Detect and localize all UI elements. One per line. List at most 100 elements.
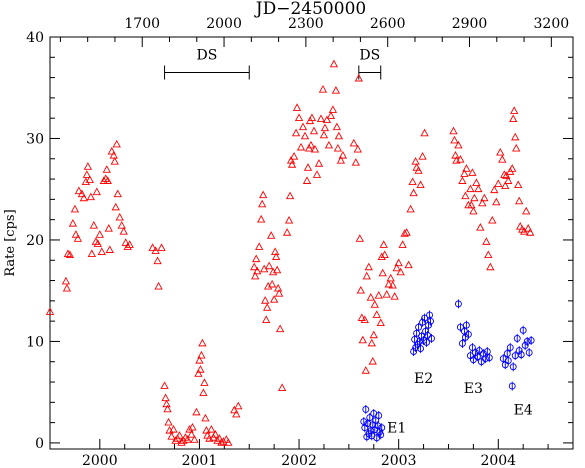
triangle-point [378,268,387,277]
x-tick-label: 2000 [82,453,118,468]
group-label: E3 [464,381,483,397]
triangle-point [171,436,180,444]
triangle-point [349,138,358,147]
triangle-point [478,198,487,207]
triangle-point [307,113,317,122]
triangle-point [312,170,322,178]
circle-point [378,423,386,433]
x-tick-label: 2002 [281,453,317,468]
triangle-point [65,250,75,259]
triangle-point [107,146,116,155]
triangle-point [458,176,467,184]
triangle-point [306,140,316,149]
triangle-point [354,73,363,82]
circle-point [454,299,462,309]
triangle-point [309,126,319,135]
plot-frame [49,36,574,450]
triangle-point [390,292,399,300]
triangle-point [468,168,477,176]
triangle-point [188,422,197,431]
triangle-point [194,369,203,377]
circle-point [413,328,421,338]
triangle-point [454,140,463,149]
triangle-point [500,170,509,178]
triangle-point [398,240,407,248]
circle-point [519,325,527,335]
triangle-point [262,315,271,323]
circle-point [364,419,372,429]
triangle-point [162,399,171,408]
annotations: DS DS E1 E2 E3 E4 [164,48,533,437]
triangle-point [253,266,262,275]
triangle-point [292,103,302,111]
triangle-point [294,113,304,122]
triangle-point [87,249,96,258]
triangle-point [113,189,122,198]
triangle-point [267,279,277,288]
triangle-point [68,218,78,227]
triangle-point [319,130,329,139]
triangle-point [456,155,465,163]
triangle-point [509,114,518,123]
triangle-point [97,247,106,255]
triangle-point [109,150,118,159]
triangle-point [151,246,160,254]
triangle-point [192,407,201,416]
triangle-point [265,261,274,270]
triangle-point [73,234,83,242]
triangle-point [406,204,415,213]
circle-point [374,421,382,431]
triangle-point [333,143,343,152]
triangle-point [258,199,267,208]
triangle-point [408,177,417,185]
triangle-point [314,159,324,167]
circle-point [421,313,429,323]
triangle-point [492,197,501,206]
triangle-point [502,171,511,179]
triangle-point [418,152,427,160]
y-tick-label: 30 [26,131,44,147]
triangle-point [364,262,373,271]
triangle-point [268,267,278,276]
triangle-point [360,315,369,323]
triangle-point [460,169,469,177]
triangle-point [95,230,104,238]
circle-point [523,336,531,346]
triangle-point [117,221,126,229]
triangle-point [284,215,294,224]
triangle-point [472,178,481,186]
triangle-point [89,221,98,229]
group-label: E2 [414,371,433,387]
triangle-point [81,177,91,185]
circle-point [458,338,466,348]
triangle-point [275,324,285,333]
triangle-point [103,176,112,184]
top-tick-label: 3200 [534,16,570,32]
circle-point [464,329,472,339]
triangle-point [414,166,423,174]
triangle-point [303,163,313,171]
triangle-point [70,204,80,213]
triangle-point [298,122,308,131]
triangle-point [187,430,196,438]
triangle-point [163,404,172,413]
triangle-point [199,388,208,397]
circle-point [471,348,479,358]
circle-point [527,335,535,345]
circle-point [456,322,464,332]
circle-point [462,320,470,330]
triangle-point [394,258,403,267]
triangle-point [482,237,491,245]
triangle-point [185,424,194,433]
circle-point [425,320,433,330]
triangle-point [474,184,483,193]
triangle-point [501,181,510,190]
triangle-point [45,307,55,315]
group-label: E4 [514,402,533,418]
triangle-point [257,214,266,223]
top-tick-label: 2600 [370,16,406,32]
triangle-point [271,252,281,261]
triangle-point [62,283,72,292]
triangle-point [511,132,520,141]
triangle-point [522,206,531,215]
